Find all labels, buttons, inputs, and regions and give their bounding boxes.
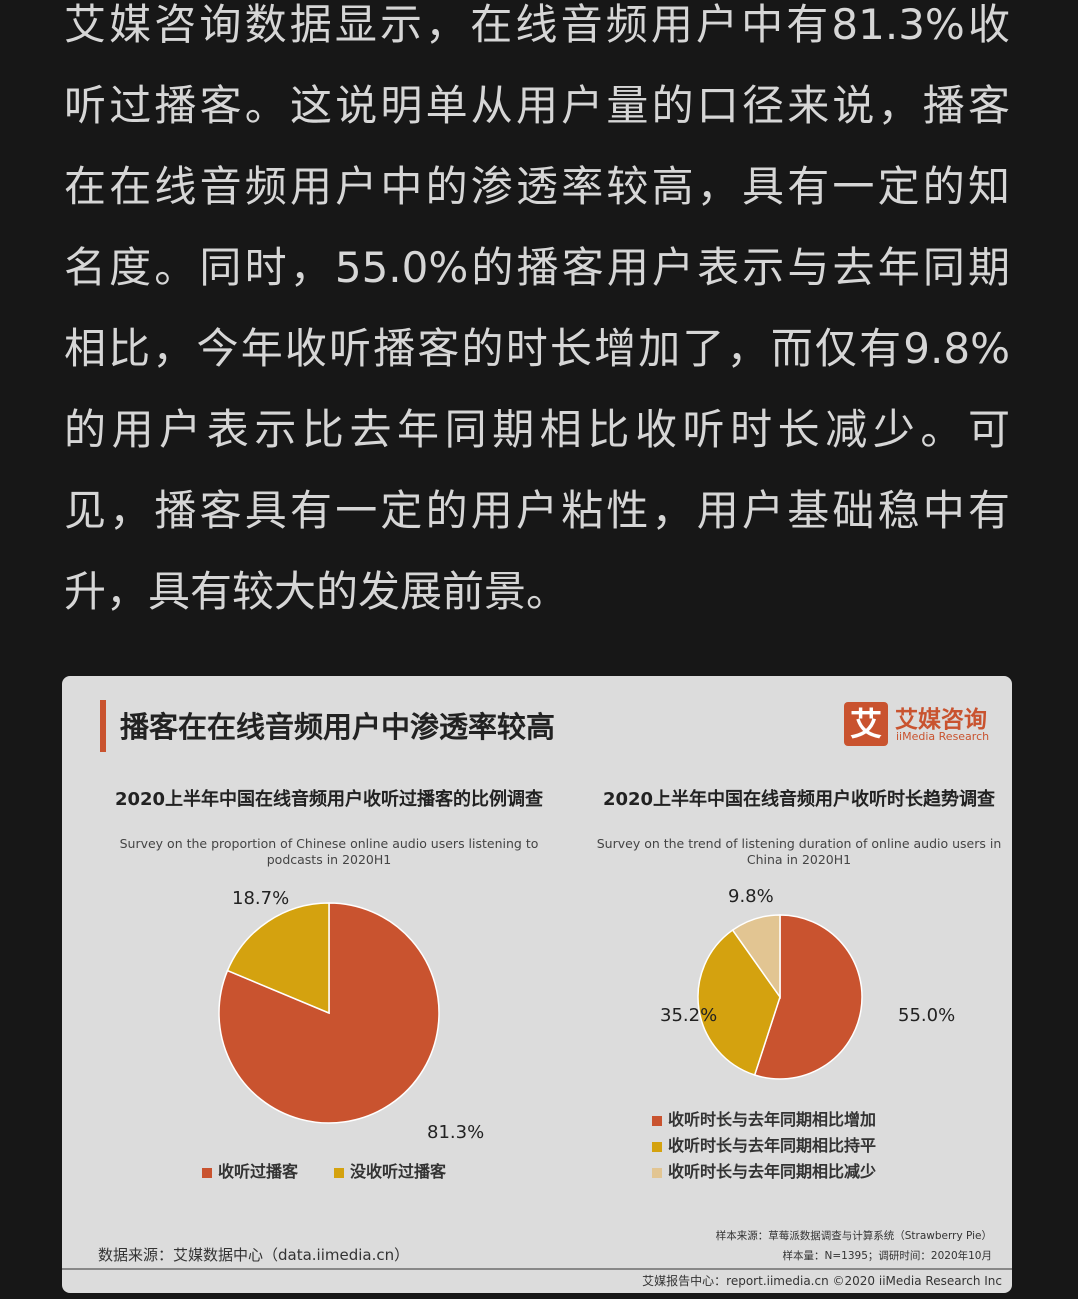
legend-item: 收听过播客 [202, 1158, 298, 1182]
article-line: 名度。同时，55.0%的播客用户表示与去年同期 [64, 243, 1010, 292]
legend-swatch [652, 1141, 662, 1152]
pie-data-label: 55.0% [898, 1005, 955, 1026]
legend-label: 没收听过播客 [350, 1162, 447, 1181]
legend-item: 没收听过播客 [334, 1158, 446, 1182]
legend-label: 收听时长与去年同期相比持平 [668, 1136, 877, 1155]
pie-data-label: 35.2% [660, 1005, 717, 1026]
legend-swatch [652, 1167, 662, 1178]
card-title: 播客在在线音频用户中渗透率较高 [120, 710, 556, 744]
legend-item: 收听时长与去年同期相比持平 [652, 1132, 876, 1156]
pie-slice [697, 929, 781, 1076]
sample-source: 样本来源：草莓派数据调查与计算系统（Strawberry Pie） [715, 1230, 992, 1242]
title-accent-bar [100, 700, 106, 752]
article-line: 的用户表示比去年同期相比收听时长减少。可 [64, 405, 1010, 454]
legend-swatch [652, 1115, 662, 1126]
iimedia-logo-icon: 艾 [844, 702, 888, 746]
legend-item: 收听时长与去年同期相比增加 [652, 1106, 876, 1130]
pie-slice [731, 914, 781, 1000]
sample-size: 样本量：N=1395；调研时间：2020年10月 [782, 1250, 992, 1262]
legend-swatch [334, 1167, 344, 1178]
pie-charts: 81.3% 18.7% 55.0% 35.2% 9.8% [218, 886, 955, 1143]
legend-label: 收听时长与去年同期相比减少 [668, 1162, 877, 1181]
pie-slice [753, 914, 863, 1080]
data-source: 数据来源：艾媒数据中心（data.iimedia.cn） [98, 1246, 410, 1264]
divider [62, 1268, 1012, 1270]
article-line: 听过播客。这说明单从用户量的口径来说，播客 [64, 81, 1010, 130]
pie-data-label: 18.7% [232, 888, 289, 909]
pie-data-label: 81.3% [427, 1122, 484, 1143]
legend-swatch [202, 1167, 212, 1178]
pie-slice [226, 902, 330, 1015]
chart-card: 播客在在线音频用户中渗透率较高 艾 艾媒咨询 iiMedia Research … [62, 676, 1012, 1293]
article-line: 升，具有较大的发展前景。 [64, 567, 569, 616]
legend-label: 收听时长与去年同期相比增加 [668, 1110, 877, 1129]
footer-credit: 艾媒报告中心：report.iimedia.cn ©2020 iiMedia R… [642, 1274, 1002, 1288]
logo-subtext: iiMedia Research [896, 730, 990, 743]
chart2-subtitle: Survey on the trend of listening duratio… [596, 836, 1002, 867]
pie-data-label: 9.8% [728, 886, 774, 907]
article-line: 见，播客具有一定的用户粘性，用户基础稳中有 [64, 486, 1010, 535]
article-line: 在在线音频用户中的渗透率较高，具有一定的知 [64, 162, 1010, 211]
chart1-title: 2020上半年中国在线音频用户收听过播客的比例调查 [114, 789, 544, 810]
legend-item: 收听时长与去年同期相比减少 [652, 1158, 876, 1182]
legend-label: 收听过播客 [218, 1162, 299, 1181]
chart1-subtitle: Survey on the proportion of Chinese onli… [119, 836, 539, 867]
article-line: 艾媒咨询数据显示，在线音频用户中有81.3%收 [64, 0, 1010, 49]
article-line: 相比，今年收听播客的时长增加了，而仅有9.8% [64, 324, 1010, 373]
logo-text: 艾媒咨询 [895, 707, 987, 733]
chart2-title: 2020上半年中国在线音频用户收听时长趋势调查 [602, 789, 996, 810]
